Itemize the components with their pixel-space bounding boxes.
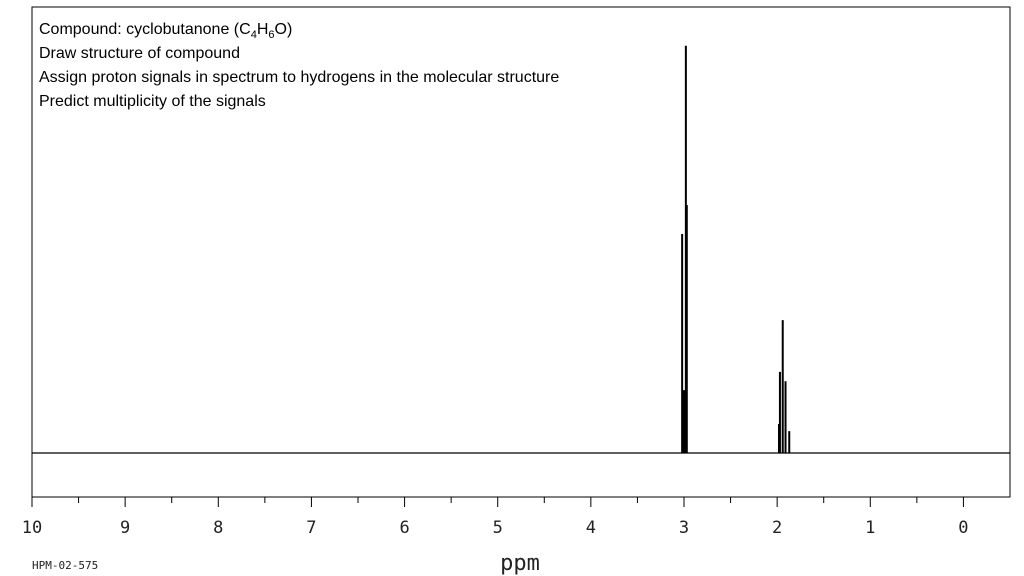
spectrum-code: HPM-02-575 xyxy=(32,559,98,572)
frame xyxy=(31,6,1011,498)
x-tick-label: 8 xyxy=(213,518,223,538)
x-tick-label: 9 xyxy=(120,518,130,538)
x-tick-label: 4 xyxy=(586,518,596,538)
x-tick-label: 10 xyxy=(22,518,42,538)
annotation: Draw structure of compound xyxy=(39,45,240,62)
chart-title: Compound: cyclobutanone (C4H6O) xyxy=(39,21,292,41)
x-tick-label: 6 xyxy=(399,518,409,538)
title-subscript: 6 xyxy=(268,29,274,41)
x-tick-label: 3 xyxy=(679,518,689,538)
title-subscript: 4 xyxy=(251,29,257,41)
annotation: Predict multiplicity of the signals xyxy=(39,93,266,110)
x-tick-label: 0 xyxy=(958,518,968,538)
title-part: Compound: cyclobutanone (C xyxy=(39,21,251,38)
x-axis-label: ppm xyxy=(500,551,540,576)
annotation: Assign proton signals in spectrum to hyd… xyxy=(39,69,559,86)
x-tick-label: 7 xyxy=(306,518,316,538)
title-part: O) xyxy=(275,21,293,38)
title-part: H xyxy=(257,21,269,38)
x-tick-label: 1 xyxy=(865,518,875,538)
x-tick-label: 5 xyxy=(493,518,503,538)
x-tick-label: 2 xyxy=(772,518,782,538)
